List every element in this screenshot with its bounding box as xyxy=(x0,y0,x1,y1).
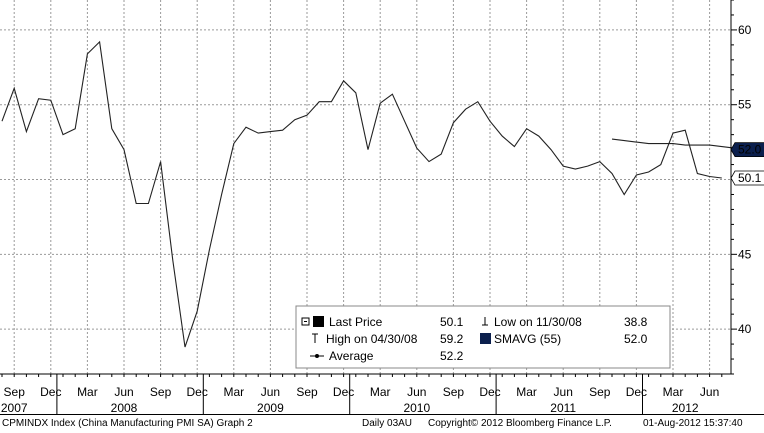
y-axis: 404550556052.050.1 xyxy=(730,0,764,375)
x-axis: Sep Dec Mar Jun Sep Dec Mar Jun Sep Dec Mar Jun Sep D… xyxy=(0,373,731,414)
legend-label-high: High on 04/30/08 xyxy=(326,332,418,346)
collapse-icon xyxy=(301,317,310,326)
legend-label-smavg: SMAVG (55) xyxy=(494,332,561,346)
month-label: Sep xyxy=(150,385,172,399)
month-label: Sep xyxy=(296,385,318,399)
footer-timestamp: 01-Aug-2012 15:37:40 xyxy=(643,418,743,429)
month-label: Sep xyxy=(589,385,611,399)
footer-security: CPMINDX Index (China Manufacturing PMI S… xyxy=(2,418,253,429)
legend: Last Price 50.1 Low on 11/30/08 38.8 High on… xyxy=(295,305,671,369)
footer-copyright: Copyright© 2012 Bloomberg Finance L.P. xyxy=(428,418,612,429)
legend-value-low: 38.8 xyxy=(624,315,648,329)
year-label: 2007 xyxy=(1,401,28,414)
last-value-box xyxy=(730,142,764,158)
month-label: Dec xyxy=(626,385,647,399)
month-label: Mar xyxy=(370,385,391,399)
y-tick-label: 55 xyxy=(738,98,752,112)
month-label: Mar xyxy=(663,385,684,399)
last-value-text: 52.0 xyxy=(738,143,762,157)
month-label: Dec xyxy=(40,385,61,399)
legend-label-average: Average xyxy=(329,349,374,363)
month-label: Dec xyxy=(479,385,500,399)
smavg-line xyxy=(611,138,747,151)
year-label: 2009 xyxy=(257,401,284,414)
y-tick-label: 40 xyxy=(738,322,752,336)
month-label: Dec xyxy=(187,385,208,399)
last-value-text: 50.1 xyxy=(738,171,762,185)
month-label: Sep xyxy=(443,385,465,399)
month-label: Jun xyxy=(554,385,573,399)
year-label: 2010 xyxy=(403,401,430,414)
month-label: Mar xyxy=(77,385,98,399)
month-label: Sep xyxy=(4,385,26,399)
series-lines xyxy=(1,40,747,348)
footer-period: Daily 03AU xyxy=(362,418,413,429)
legend-value-last-price: 50.1 xyxy=(440,315,464,329)
month-label: Jun xyxy=(114,385,133,399)
smavg-swatch xyxy=(480,333,491,344)
year-label: 2008 xyxy=(111,401,138,414)
month-label: Mar xyxy=(223,385,244,399)
last-price-swatch xyxy=(313,316,324,327)
pmi-chart: 404550556052.050.1 SepDecMarJunSepDecMar… xyxy=(0,0,764,414)
month-label: Jun xyxy=(700,385,719,399)
legend-value-average: 52.2 xyxy=(440,349,464,363)
month-label: Dec xyxy=(333,385,354,399)
footer-bar: CPMINDX Index (China Manufacturing PMI S… xyxy=(0,414,764,433)
last-price-line xyxy=(1,40,722,348)
high-marker-icon xyxy=(312,333,318,343)
low-marker-icon xyxy=(482,317,488,326)
last-value-box xyxy=(730,170,764,186)
y-tick-label: 45 xyxy=(738,247,752,261)
last-value-label: 52.0 xyxy=(730,142,764,158)
year-label: 2011 xyxy=(550,401,576,414)
legend-value-smavg: 52.0 xyxy=(624,332,648,346)
legend-label-last-price: Last Price xyxy=(329,315,383,329)
last-value-label: 50.1 xyxy=(730,170,764,186)
month-label: Jun xyxy=(407,385,426,399)
legend-value-high: 59.2 xyxy=(440,332,464,346)
year-label: 2012 xyxy=(672,401,699,414)
month-label: Jun xyxy=(261,385,280,399)
y-tick-label: 60 xyxy=(738,23,752,37)
month-label: Mar xyxy=(516,385,537,399)
average-dot-icon xyxy=(315,354,319,358)
legend-label-low: Low on 11/30/08 xyxy=(494,315,582,329)
